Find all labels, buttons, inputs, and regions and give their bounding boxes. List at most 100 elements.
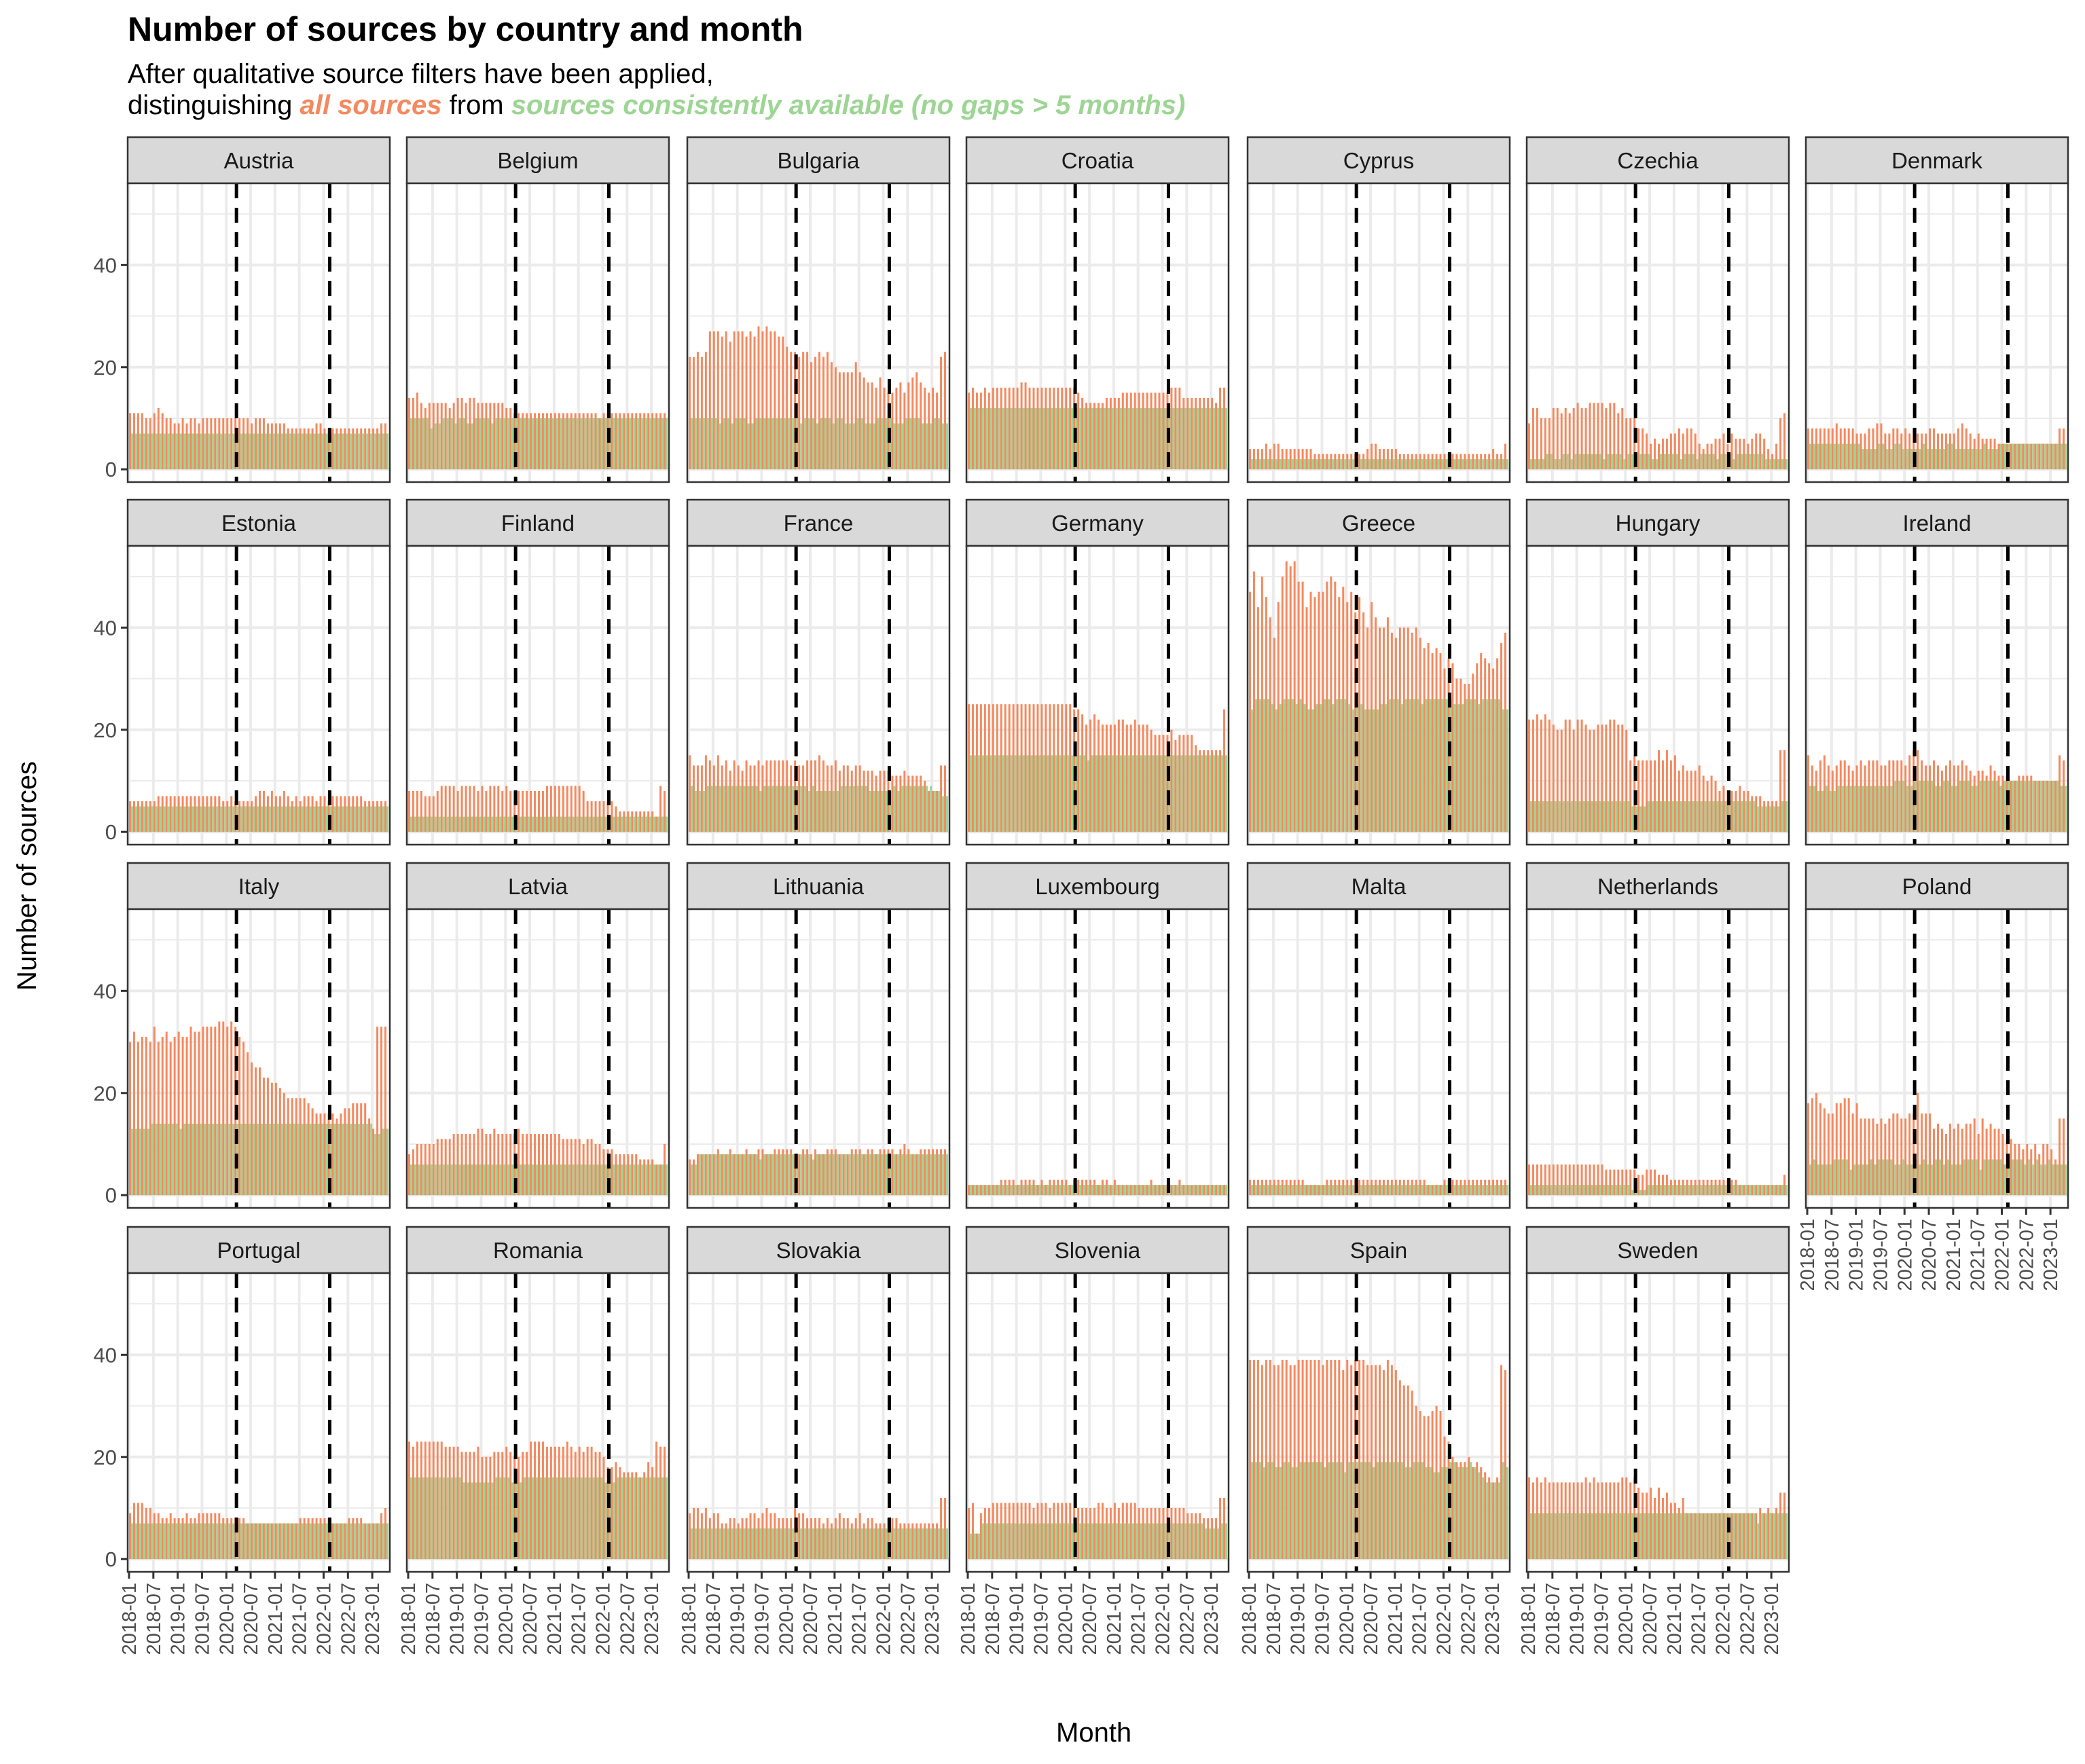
bar-all-sources (1560, 1164, 1563, 1196)
bar-all-sources (177, 1518, 180, 1560)
bar-consistent-sources (1700, 454, 1703, 470)
bar-all-sources (1269, 1359, 1271, 1560)
bar-consistent-sources (253, 1523, 255, 1560)
bar-consistent-sources (727, 786, 729, 832)
bar-all-sources (721, 336, 723, 470)
bar-consistent-sources (386, 433, 388, 470)
bar-all-sources (1004, 1179, 1007, 1196)
bar-consistent-sources (633, 418, 636, 470)
bar-consistent-sources (386, 1128, 388, 1196)
bar-consistent-sources (918, 418, 920, 470)
bar-consistent-sources (313, 806, 316, 832)
bar-consistent-sources (1193, 1523, 1195, 1560)
bar-consistent-sources (1156, 1523, 1159, 1560)
bar-consistent-sources (723, 786, 725, 832)
bar-all-sources (541, 791, 544, 832)
bar-all-sources (554, 786, 556, 832)
bar-consistent-sources (1656, 1513, 1658, 1560)
bar-consistent-sources (1307, 709, 1310, 832)
bar-consistent-sources (2020, 1159, 2023, 1196)
bar-all-sources (485, 403, 488, 470)
bar-consistent-sources (755, 1154, 758, 1196)
bar-consistent-sources (2028, 443, 2031, 470)
bar-consistent-sources (325, 1523, 328, 1560)
bar-all-sources (1965, 1123, 1968, 1196)
bar-all-sources (554, 1446, 556, 1560)
bar-consistent-sources (1781, 1513, 1784, 1560)
bar-consistent-sources (151, 1123, 153, 1196)
bar-all-sources (627, 1154, 630, 1196)
bar-consistent-sources (1348, 1462, 1351, 1560)
bar-consistent-sources (1591, 454, 1593, 470)
bar-consistent-sources (1018, 755, 1021, 832)
bar-all-sources (1223, 1497, 1226, 1560)
bar-consistent-sources (617, 1477, 619, 1560)
facet-strip-label: Czechia (1617, 148, 1699, 173)
bar-all-sources (262, 418, 265, 470)
bar-consistent-sources (1490, 699, 1493, 832)
bar-consistent-sources (893, 1528, 896, 1560)
bar-consistent-sources (1558, 801, 1561, 832)
bar-all-sources (1556, 407, 1559, 470)
bar-consistent-sources (358, 1123, 361, 1196)
bar-all-sources (1350, 591, 1353, 832)
bar-all-sources (145, 1037, 147, 1196)
bar-all-sources (704, 1507, 707, 1560)
bar-all-sources (416, 1441, 418, 1560)
bar-all-sources (1223, 1185, 1226, 1196)
bar-all-sources (979, 1185, 982, 1196)
bar-consistent-sources (617, 816, 619, 832)
bar-all-sources (145, 801, 147, 832)
bar-all-sources (1783, 413, 1786, 470)
bar-all-sources (165, 796, 168, 832)
bar-all-sources (1158, 1507, 1161, 1560)
bar-all-sources (1342, 587, 1345, 832)
bar-consistent-sources (1441, 1185, 1444, 1196)
bar-consistent-sources (2012, 443, 2014, 470)
bar-consistent-sources (885, 1154, 888, 1196)
bar-all-sources (979, 704, 982, 832)
bar-all-sources (456, 791, 459, 832)
bar-consistent-sources (1271, 459, 1273, 470)
bar-all-sources (1297, 449, 1300, 470)
bar-consistent-sources (1546, 454, 1548, 470)
bar-all-sources (291, 1098, 293, 1196)
bar-consistent-sources (309, 1523, 312, 1560)
bar-all-sources (1186, 397, 1189, 470)
bar-consistent-sources (702, 1528, 705, 1560)
bar-all-sources (1815, 428, 1817, 470)
bar-consistent-sources (767, 418, 770, 470)
bar-consistent-sources (212, 806, 215, 832)
bar-consistent-sources (1184, 755, 1187, 832)
bar-all-sources (465, 1452, 467, 1560)
bar-consistent-sources (1433, 1185, 1436, 1196)
bar-all-sources (1053, 387, 1055, 470)
bar-all-sources (444, 1139, 447, 1196)
bar-all-sources (360, 796, 363, 832)
bar-consistent-sources (268, 433, 271, 470)
bar-all-sources (251, 801, 253, 832)
bar-consistent-sources (1344, 699, 1347, 832)
bar-all-sources (725, 331, 727, 470)
bar-all-sources (1455, 1462, 1458, 1560)
bar-all-sources (1678, 770, 1680, 832)
bar-all-sources (210, 1026, 213, 1196)
bar-all-sources (1415, 1405, 1417, 1560)
x-tick-label: 2021-07 (1688, 1583, 1710, 1655)
bar-consistent-sources (1119, 1185, 1122, 1196)
bar-all-sources (255, 796, 257, 832)
bar-all-sources (1835, 1103, 1838, 1196)
bar-all-sources (505, 407, 508, 470)
bar-consistent-sources (877, 418, 880, 470)
bar-all-sources (1872, 760, 1874, 832)
bar-consistent-sources (1038, 1523, 1041, 1560)
bar-consistent-sources (735, 1154, 738, 1196)
bar-all-sources (810, 1154, 813, 1196)
bar-consistent-sources (551, 816, 554, 832)
bar-consistent-sources (1692, 1513, 1694, 1560)
bar-all-sources (627, 811, 630, 832)
bar-consistent-sources (382, 433, 385, 470)
bar-all-sources (655, 1164, 658, 1196)
bar-all-sources (1876, 1123, 1879, 1196)
bar-all-sources (1219, 1185, 1222, 1196)
